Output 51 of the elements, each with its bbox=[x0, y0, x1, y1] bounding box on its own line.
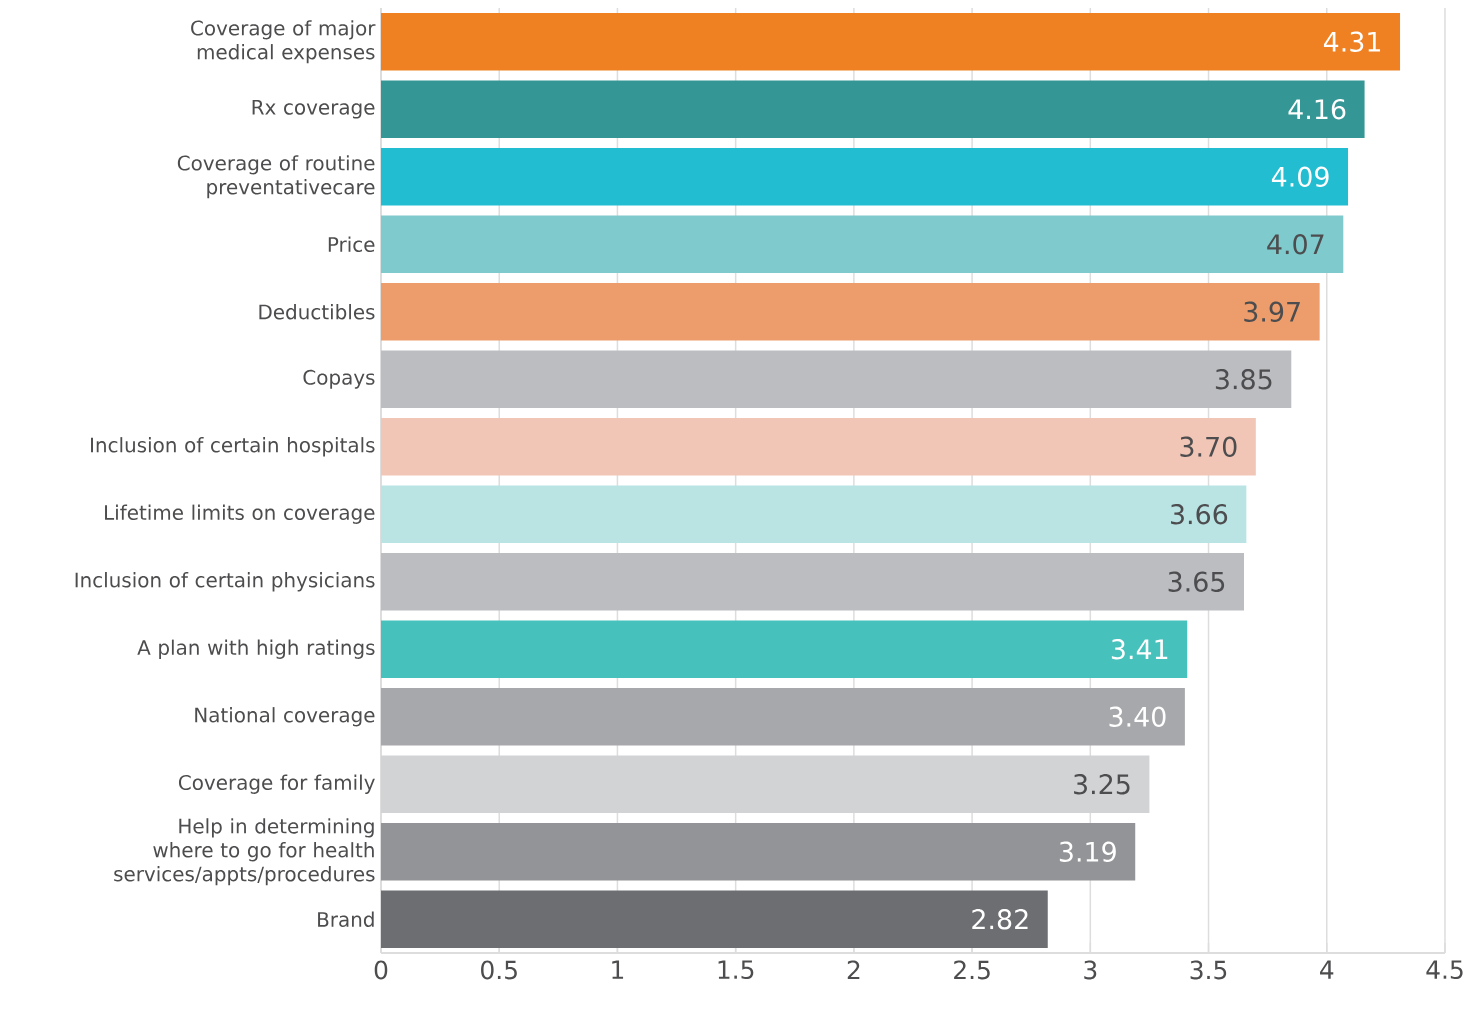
data-label: 2.82 bbox=[972, 909, 1028, 930]
y-tick-label: Lifetime limits on coverage bbox=[105, 504, 375, 524]
y-tick-label: Inclusion of certain hospitals bbox=[91, 437, 375, 457]
data-label: 3.41 bbox=[1111, 639, 1168, 660]
data-label: 3.65 bbox=[1168, 571, 1225, 592]
y-tick-label: Coverage of routine preventativecare bbox=[177, 155, 375, 199]
data-label: 4.07 bbox=[1267, 234, 1324, 255]
data-label: 3.66 bbox=[1170, 504, 1228, 525]
y-tick-label: Brand bbox=[318, 911, 374, 927]
data-label: 4.16 bbox=[1288, 99, 1346, 120]
data-label: 3.25 bbox=[1074, 774, 1130, 795]
y-tick-label: National coverage bbox=[195, 707, 375, 727]
y-tick-label: Help in determining where to go for health services/appts/procedures bbox=[114, 818, 375, 886]
bar bbox=[381, 620, 1188, 678]
y-tick-label: Deductibles bbox=[259, 304, 375, 320]
x-tick-label: 4 bbox=[1320, 960, 1334, 979]
bar bbox=[381, 13, 1401, 71]
data-label: 4.31 bbox=[1323, 31, 1381, 52]
x-tick-label: 3.5 bbox=[1190, 960, 1227, 980]
bar bbox=[381, 350, 1292, 408]
x-tick-label: 1 bbox=[612, 960, 624, 979]
y-tick-label: Copays bbox=[303, 369, 375, 389]
bar bbox=[381, 215, 1344, 273]
data-label: 4.09 bbox=[1271, 166, 1329, 187]
y-tick-label: Rx coverage bbox=[252, 99, 375, 119]
data-label: 3.40 bbox=[1109, 706, 1166, 727]
x-tick-label: 0 bbox=[374, 960, 388, 980]
bar bbox=[381, 148, 1349, 206]
bar bbox=[381, 890, 1048, 948]
x-tick-label: 0.5 bbox=[481, 960, 517, 980]
y-tick-label: Coverage of major medical expenses bbox=[191, 20, 376, 64]
bar bbox=[381, 688, 1185, 746]
y-tick-label: Coverage for family bbox=[178, 774, 375, 794]
y-tick-label: Price bbox=[328, 236, 375, 252]
data-label: 3.70 bbox=[1180, 436, 1237, 457]
bar bbox=[381, 418, 1256, 476]
x-tick-label: 4.5 bbox=[1426, 960, 1463, 980]
x-tick-label: 1.5 bbox=[718, 960, 754, 980]
bar bbox=[381, 823, 1136, 881]
x-tick-label: 2.5 bbox=[954, 960, 990, 980]
bar bbox=[381, 553, 1244, 611]
x-tick-label: 2 bbox=[847, 960, 860, 980]
x-tick-label: 3 bbox=[1084, 960, 1097, 980]
y-tick-label: Inclusion of certain physicians bbox=[75, 572, 375, 592]
y-tick-label: A plan with high ratings bbox=[137, 639, 375, 659]
bar bbox=[381, 283, 1320, 341]
bar bbox=[381, 485, 1247, 543]
data-label: 3.97 bbox=[1244, 301, 1300, 322]
data-label: 3.85 bbox=[1215, 369, 1272, 390]
data-label: 3.19 bbox=[1059, 841, 1116, 862]
bar bbox=[381, 80, 1365, 138]
